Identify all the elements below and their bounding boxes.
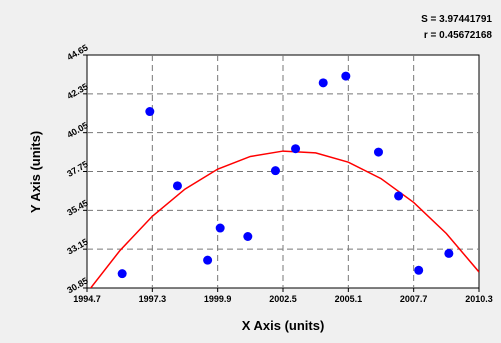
data-point xyxy=(215,223,225,233)
x-tick-label: 2005.1 xyxy=(335,294,363,304)
data-point xyxy=(373,147,383,157)
data-point xyxy=(291,144,301,154)
x-tick-label: 2007.7 xyxy=(400,294,428,304)
x-tick-label: 2010.3 xyxy=(465,294,493,304)
x-tick-label: 2002.5 xyxy=(269,294,297,304)
data-point xyxy=(243,232,253,241)
fit-curve-group xyxy=(89,150,479,288)
data-point xyxy=(172,181,182,191)
data-point xyxy=(318,78,328,88)
r-statistic: r = 0.45672168 xyxy=(424,30,493,41)
data-point xyxy=(414,265,424,275)
data-point xyxy=(203,255,213,265)
data-point xyxy=(444,248,454,258)
s-statistic: S = 3.97441791 xyxy=(421,14,492,25)
x-tick-label: 1997.3 xyxy=(139,294,167,304)
grid xyxy=(83,54,480,292)
data-point xyxy=(145,107,155,117)
data-points xyxy=(117,71,454,279)
data-point xyxy=(117,269,127,279)
fit-curve xyxy=(89,150,479,288)
y-axis-title: Y Axis (units) xyxy=(28,131,43,213)
x-tick-label: 1994.7 xyxy=(73,294,101,304)
x-tick-labels: 1994.7 1997.3 1999.9 2002.5 2005.1 2007.7 2010… xyxy=(73,294,493,304)
data-point xyxy=(341,71,351,81)
data-point xyxy=(394,191,404,201)
x-axis-title: X Axis (units) xyxy=(242,318,325,333)
data-point xyxy=(270,166,280,176)
x-tick-label: 1999.9 xyxy=(204,294,232,304)
